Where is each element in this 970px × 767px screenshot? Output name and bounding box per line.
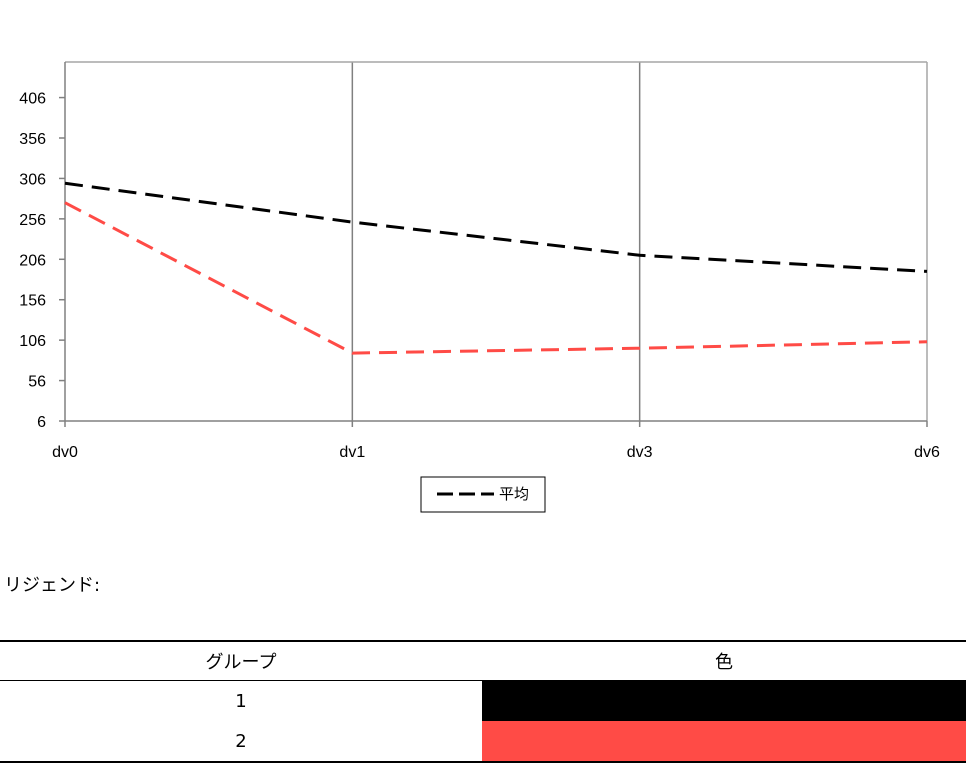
- axes: [59, 61, 928, 427]
- y-tick-label: 206: [19, 252, 46, 269]
- y-tick-label: 306: [19, 171, 46, 188]
- series-line: [64, 201, 928, 355]
- color-swatch-cell: [482, 721, 966, 763]
- color-swatch-cell: [482, 680, 966, 721]
- y-tick-label: 6: [37, 414, 46, 431]
- series-line: [64, 181, 928, 273]
- group-cell: 2: [0, 721, 482, 763]
- x-tick-label: dv6: [914, 444, 940, 461]
- chart-legend: 平均: [420, 476, 546, 513]
- legend-table-row: 2: [0, 721, 966, 763]
- line-chart: 6 56 106 156 206 256 306 356 406 dv0 dv1 dv3 dv6 平均: [19, 61, 940, 513]
- y-tick-label: 106: [19, 333, 46, 350]
- y-tick-label: 156: [19, 293, 46, 310]
- y-tick-labels: 6 56 106 156 206 256 306 356 406: [19, 91, 46, 431]
- y-tick-label: 256: [19, 212, 46, 229]
- legend-table: グループ 色 1 2: [0, 640, 966, 763]
- x-tick-labels: dv0 dv1 dv3 dv6: [52, 444, 940, 461]
- group-cell: 1: [235, 690, 247, 712]
- legend-table-header-row: グループ 色: [0, 640, 966, 681]
- header-color: 色: [482, 640, 966, 681]
- grid-lines: [351, 62, 641, 421]
- legend-table-row: 1: [0, 680, 966, 721]
- x-tick-label: dv3: [627, 444, 653, 461]
- y-tick-label: 356: [19, 131, 46, 148]
- header-group: グループ: [0, 640, 482, 681]
- y-tick-label: 406: [19, 91, 46, 108]
- x-tick-label: dv1: [339, 444, 365, 461]
- legend-caption: リジェンド:: [4, 575, 101, 596]
- series-lines: [64, 181, 928, 355]
- y-tick-label: 56: [28, 374, 46, 391]
- x-tick-label: dv0: [52, 444, 78, 461]
- legend-label: 平均: [499, 485, 529, 503]
